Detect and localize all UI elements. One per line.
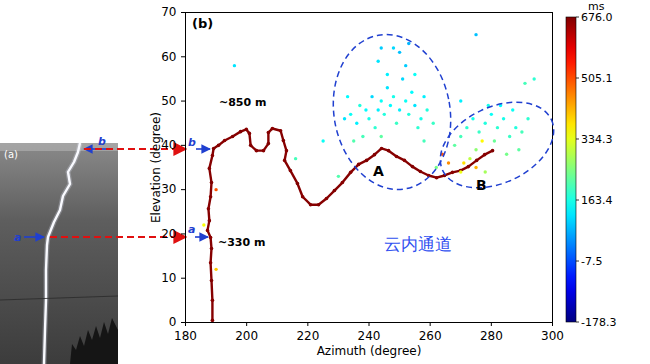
svg-text:~330 m: ~330 m bbox=[218, 236, 265, 249]
svg-text:-7.5: -7.5 bbox=[581, 255, 602, 268]
svg-text:334.3: 334.3 bbox=[581, 133, 613, 146]
svg-text:Azimuth (degree): Azimuth (degree) bbox=[317, 344, 422, 358]
svg-text:20: 20 bbox=[161, 227, 176, 241]
svg-text:163.4: 163.4 bbox=[581, 194, 613, 207]
svg-text:(b): (b) bbox=[192, 16, 213, 31]
svg-text:ms: ms bbox=[588, 0, 605, 13]
svg-text:云内通道: 云内通道 bbox=[384, 234, 452, 254]
svg-text:Elevation (degree): Elevation (degree) bbox=[149, 112, 163, 223]
svg-text:240: 240 bbox=[358, 329, 381, 343]
svg-text:10: 10 bbox=[161, 271, 176, 285]
svg-text:300: 300 bbox=[541, 329, 564, 343]
svg-text:30: 30 bbox=[161, 182, 176, 196]
svg-text:40: 40 bbox=[161, 138, 176, 152]
svg-text:b: b bbox=[188, 136, 196, 149]
svg-text:50: 50 bbox=[161, 94, 176, 108]
svg-text:A: A bbox=[373, 163, 384, 179]
svg-text:60: 60 bbox=[161, 50, 176, 64]
svg-text:260: 260 bbox=[419, 329, 442, 343]
svg-text:676.0: 676.0 bbox=[581, 11, 613, 24]
svg-text:B: B bbox=[476, 177, 487, 193]
svg-text:a: a bbox=[188, 223, 195, 236]
svg-text:200: 200 bbox=[235, 329, 258, 343]
svg-text:-178.3: -178.3 bbox=[581, 316, 616, 329]
svg-text:70: 70 bbox=[161, 5, 176, 19]
svg-text:220: 220 bbox=[296, 329, 319, 343]
svg-text:180: 180 bbox=[174, 329, 197, 343]
svg-text:b: b bbox=[98, 135, 106, 148]
svg-text:(a): (a) bbox=[4, 149, 18, 160]
svg-text:280: 280 bbox=[480, 329, 503, 343]
svg-text:a: a bbox=[14, 231, 21, 244]
svg-text:505.1: 505.1 bbox=[581, 72, 613, 85]
svg-text:~850 m: ~850 m bbox=[219, 96, 266, 109]
svg-text:0: 0 bbox=[169, 315, 177, 329]
